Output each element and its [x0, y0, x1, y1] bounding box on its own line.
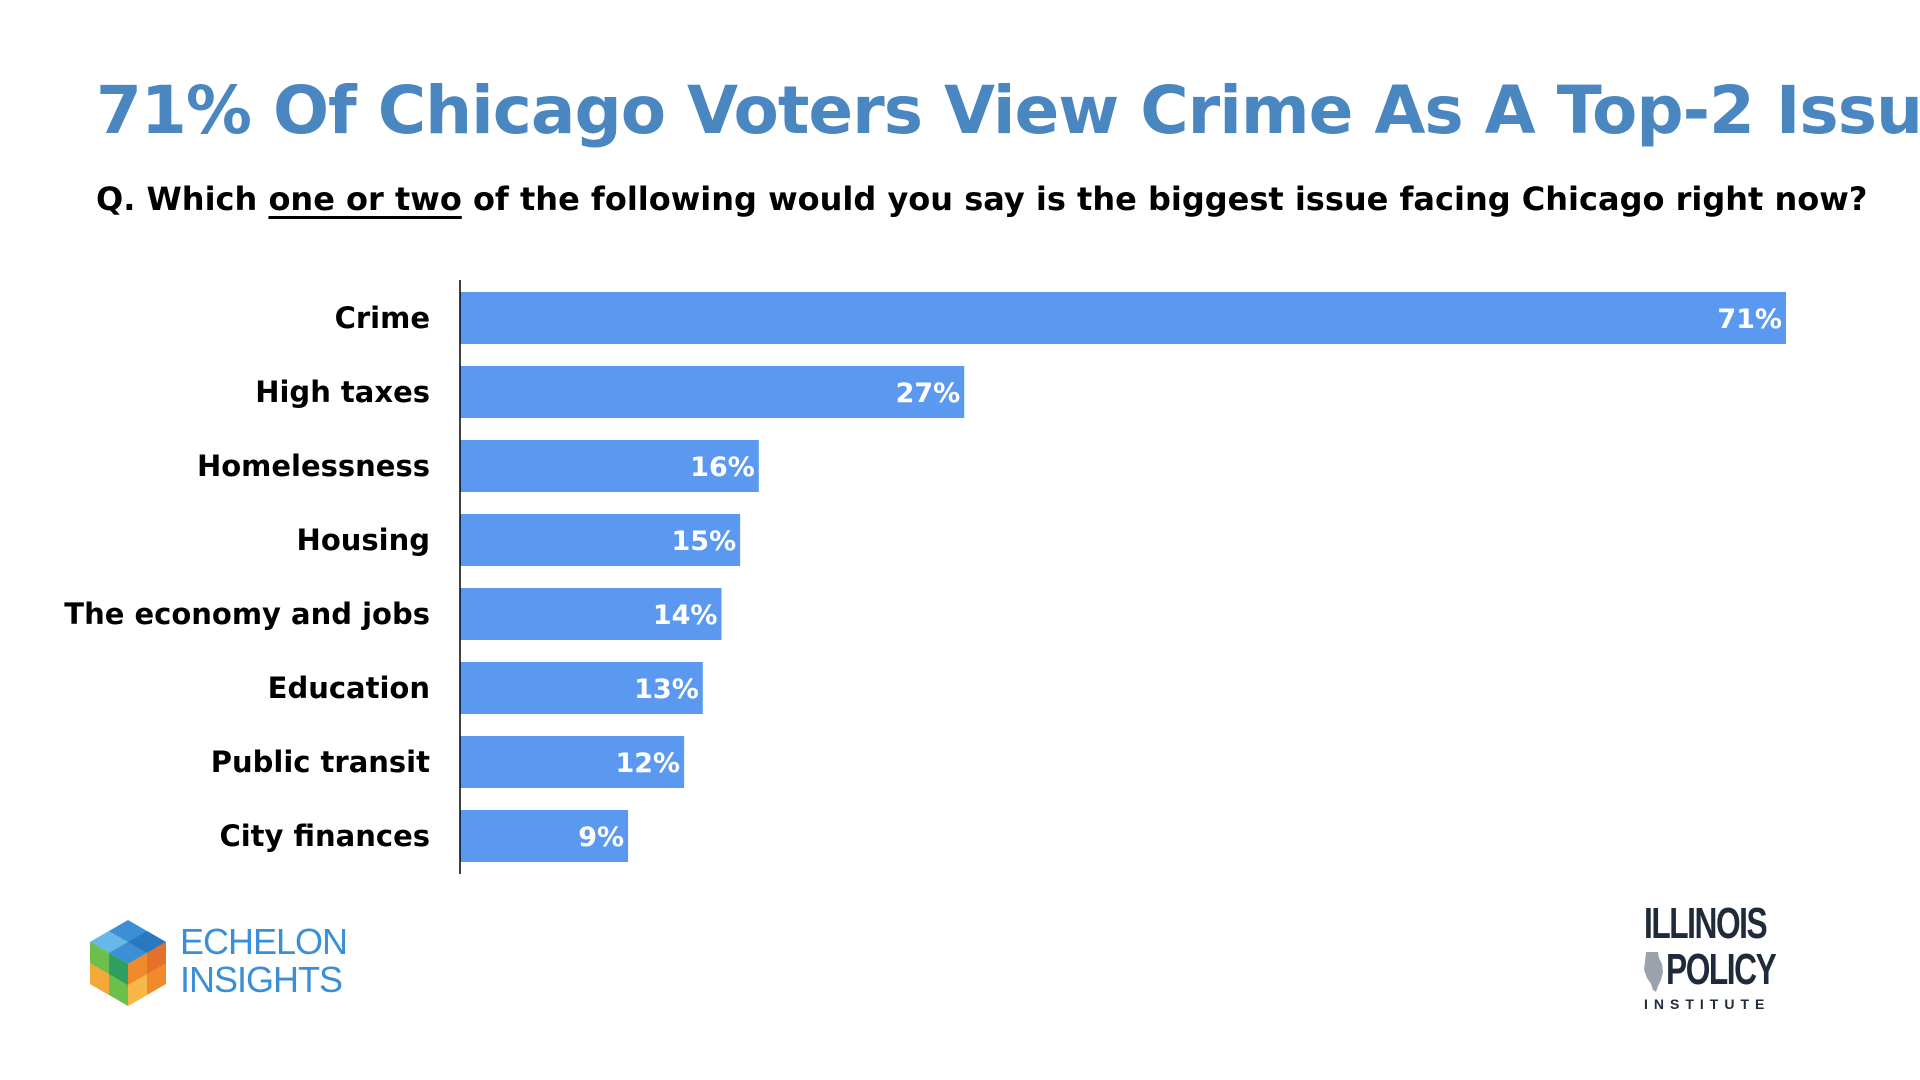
category-label: Education [268, 671, 430, 705]
bar-the-economy-and-jobs [460, 588, 722, 640]
question-suffix: of the following would you say is the bi… [461, 180, 1868, 218]
ipi-name-line2: POLICY [1666, 945, 1777, 994]
ipi-name-line3: INSTITUTE [1644, 996, 1771, 1012]
category-label: The economy and jobs [64, 597, 430, 631]
illinois-state-icon [1644, 952, 1663, 992]
echelon-cube-icon [90, 920, 166, 1006]
echelon-name-line2: INSIGHTS [180, 959, 343, 1000]
value-label: 13% [634, 674, 699, 705]
bar-education [460, 662, 703, 714]
issues-bar-chart: Crime 71% High taxes 27% Homelessness 16% Hous… [64, 280, 1786, 874]
value-label: 12% [615, 748, 680, 779]
question-prefix: Q. Which [96, 180, 269, 218]
value-label: 27% [896, 378, 961, 409]
bar-homelessness [460, 440, 759, 492]
category-label: Housing [297, 523, 430, 557]
category-label: Public transit [211, 745, 430, 779]
survey-question: Q. Which one or two of the following wou… [96, 180, 1867, 218]
question-emphasis: one or two [268, 180, 462, 218]
illinois-policy-institute-logo: ILLINOIS POLICY INSTITUTE [1620, 902, 1820, 1022]
value-label: 15% [672, 526, 737, 557]
value-label: 9% [578, 822, 624, 853]
echelon-name-line1: ECHELON [180, 921, 348, 962]
bar-city-finances [460, 810, 629, 862]
bar-public-transit [460, 736, 685, 788]
page-title: 71% Of Chicago Voters View Crime As A To… [96, 72, 1920, 149]
value-label: 14% [653, 600, 718, 631]
bar-crime [460, 292, 1786, 344]
category-label: Crime [335, 301, 430, 335]
value-label: 71% [1717, 304, 1782, 335]
value-label: 16% [690, 452, 755, 483]
bar-housing [460, 514, 741, 566]
ipi-name-line1: ILLINOIS [1644, 899, 1768, 948]
category-label: Homelessness [197, 449, 430, 483]
bar-high-taxes [460, 366, 965, 418]
category-label: High taxes [255, 375, 430, 409]
category-label: City finances [219, 819, 430, 853]
echelon-insights-logo: ECHELON INSIGHTS [88, 912, 388, 1012]
